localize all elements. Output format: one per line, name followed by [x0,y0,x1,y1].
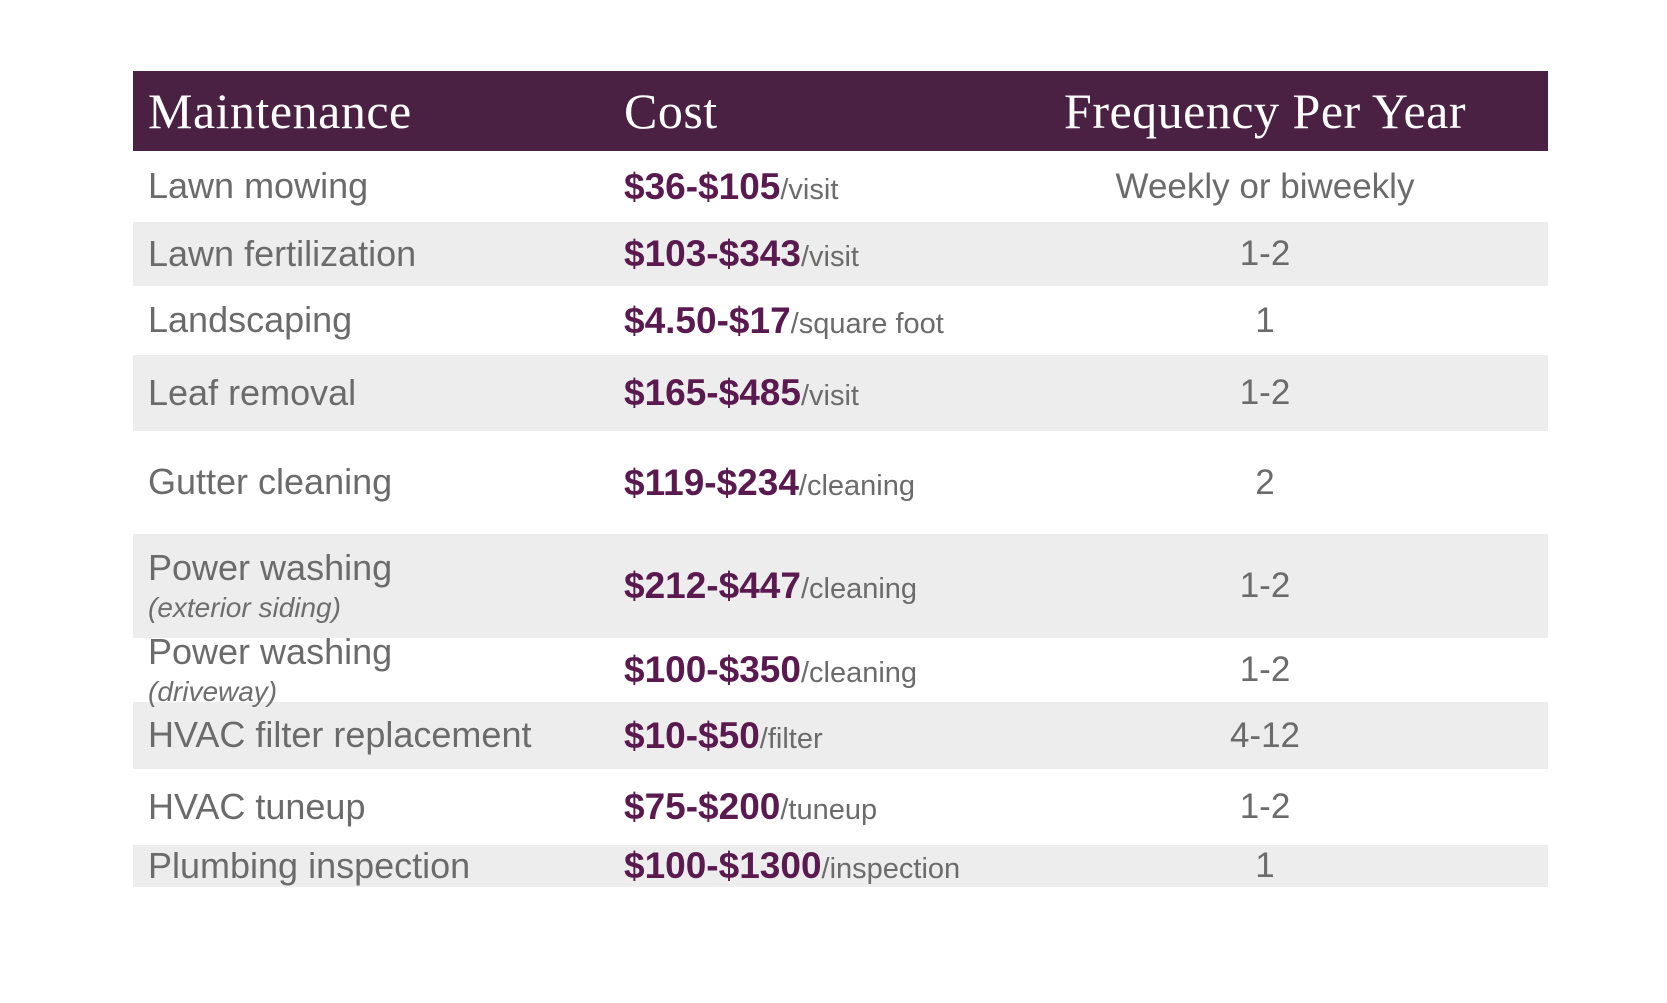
maintenance-label: Leaf removal [148,371,357,413]
cost-value: $4.50-$17 [624,299,791,341]
table-row: Plumbing inspection $100-$1300/inspectio… [133,845,1548,888]
table-header-row: Maintenance Cost Frequency Per Year [133,71,1548,151]
frequency-value: 1-2 [1239,234,1291,273]
table-row: Gutter cleaning $119-$234/cleaning 2 [133,431,1548,534]
frequency-value: 1 [1255,846,1275,886]
cost-value: $103-$343 [624,233,801,274]
cost-unit: /cleaning [798,469,915,502]
maintenance-label: Lawn fertilization [148,232,417,274]
table-row: Lawn fertilization $103-$343/visit 1-2 [133,222,1548,286]
maintenance-label: HVAC tuneup [148,785,366,827]
maintenance-label: Landscaping [148,299,353,341]
maintenance-label: Power washing [148,546,393,588]
maintenance-sublabel: (driveway) [148,676,278,708]
cost-unit: /visit [800,241,859,273]
cost-value: $10-$50 [624,714,760,756]
table-row: Lawn mowing $36-$105/visit Weekly or biw… [133,151,1548,222]
cost-unit: /filter [759,722,823,755]
cost-unit: /visit [800,380,859,412]
column-header-cost: Cost [624,83,718,139]
frequency-value: 4-12 [1229,715,1301,755]
table-row: Power washing (driveway) $100-$350/cleani… [133,631,1548,707]
frequency-value: 2 [1255,462,1275,502]
maintenance-label: Lawn mowing [148,165,369,207]
cost-unit: /cleaning [800,657,918,689]
table-row: HVAC filter replacement $10-$50/filter 4… [133,702,1548,769]
cost-value: $36-$105 [624,165,781,207]
maintenance-label: Gutter cleaning [148,461,393,503]
cost-value: $100-$1300 [624,845,822,887]
frequency-value: 1-2 [1239,373,1291,412]
frequency-value: Weekly or biweekly [1115,166,1415,206]
frequency-value: 1-2 [1239,566,1291,605]
cost-value: $165-$485 [624,372,801,413]
frequency-value: 1-2 [1239,787,1291,826]
cost-unit: /inspection [821,853,961,886]
cost-unit: /square foot [790,307,944,340]
table-row: Leaf removal $165-$485/visit 1-2 [133,355,1548,431]
frequency-value: 1-2 [1239,650,1291,689]
table-row: HVAC tuneup $75-$200/tuneup 1-2 [133,769,1548,845]
column-header-frequency: Frequency Per Year [1064,83,1466,139]
maintenance-cost-table: Maintenance Cost Frequency Per Year Lawn… [133,71,1548,888]
cost-unit: /cleaning [800,573,918,605]
maintenance-label: Plumbing inspection [148,845,471,886]
frequency-value: 1 [1255,300,1275,340]
maintenance-label: HVAC filter replacement [148,714,532,756]
cost-value: $119-$234 [624,461,799,503]
cost-value: $75-$200 [624,786,781,827]
maintenance-label: Power washing [148,630,393,672]
cost-unit: /visit [780,173,839,206]
table-row: Landscaping $4.50-$17/square foot 1 [133,286,1548,355]
maintenance-sublabel: (exterior siding) [148,592,341,624]
cost-unit: /tuneup [780,794,878,826]
column-header-maintenance: Maintenance [148,83,412,139]
table-row: Power washing (exterior siding) $212-$447… [133,534,1548,638]
cost-value: $212-$447 [624,565,801,606]
cost-value: $100-$350 [624,649,801,690]
